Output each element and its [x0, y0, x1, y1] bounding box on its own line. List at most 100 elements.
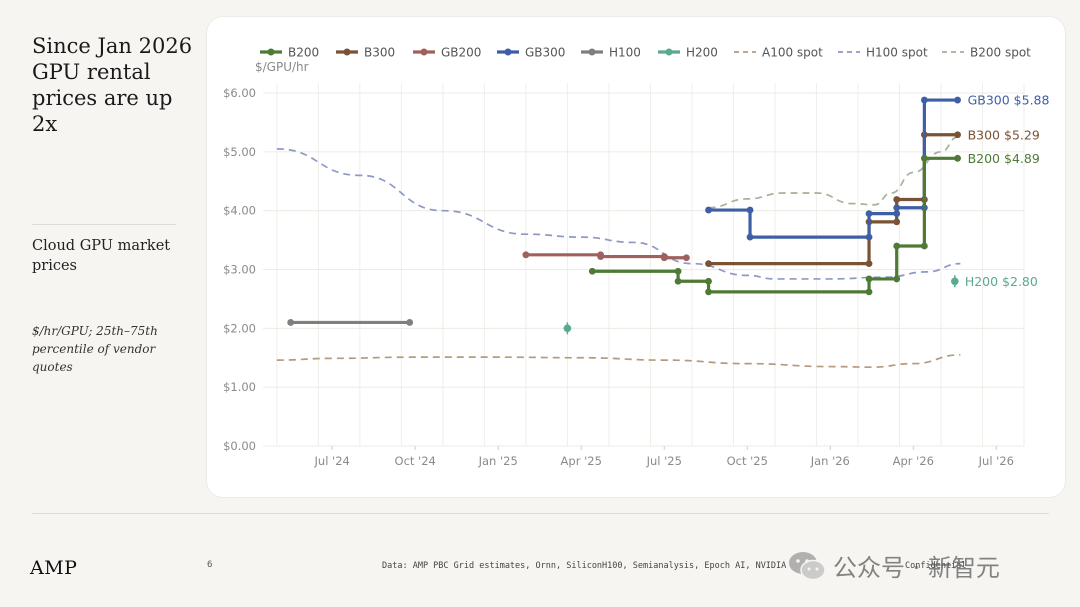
- x-tick-label: Jan '26: [810, 454, 850, 468]
- x-tick-label: Oct '25: [727, 454, 768, 468]
- end-label-h200: H200 $2.80: [965, 274, 1038, 289]
- data-source: Data: AMP PBC Grid estimates, Ornn, Sili…: [382, 561, 787, 571]
- y-tick-label: $6.00: [223, 86, 256, 100]
- series-line-a100-spot: [276, 353, 961, 369]
- data-point-gb300: [893, 204, 901, 212]
- data-point-gb300: [865, 210, 873, 218]
- series-line-gb200: [525, 253, 687, 260]
- legend-label: B200 spot: [970, 46, 1031, 60]
- end-label-b200: B200 $4.89: [968, 151, 1040, 166]
- y-tick-label: $0.00: [223, 439, 256, 453]
- legend-label: A100 spot: [762, 46, 823, 60]
- legend-label: H200: [686, 46, 718, 60]
- data-point-b300: [893, 218, 901, 226]
- y-tick-label: $4.00: [223, 204, 256, 218]
- data-point-gb200: [522, 251, 530, 259]
- x-tick-label: Jan '25: [478, 454, 518, 468]
- legend-item-h100: H100: [581, 46, 641, 60]
- watermark-text: 公众号 · 新智元: [833, 554, 1000, 582]
- data-point-b300: [705, 260, 712, 268]
- data-point-gb300: [746, 206, 754, 214]
- legend-label: GB300: [525, 46, 565, 60]
- legend-item-b200: B200: [260, 46, 319, 60]
- watermark: 公众号 · 新智元: [787, 548, 1000, 583]
- data-point-b200: [893, 242, 901, 250]
- legend-label: GB200: [441, 46, 481, 60]
- series-h200: [563, 275, 959, 335]
- data-point-gb200: [682, 254, 690, 262]
- series-layer: [276, 96, 961, 369]
- data-point-gb300: [954, 96, 961, 104]
- data-point-gb200: [660, 254, 668, 262]
- legend-label: B300: [364, 46, 395, 60]
- series-line-b200-spot: [708, 136, 958, 209]
- series-a100-spot: [276, 353, 961, 369]
- x-tick-label: Jul '24: [314, 454, 350, 468]
- page-number: 6: [207, 560, 213, 570]
- headline: Since Jan 2026 GPU rental prices are up …: [32, 34, 193, 136]
- data-point-h200: [563, 324, 572, 333]
- x-tick-label: Apr '25: [561, 454, 602, 468]
- y-axis: $0.00 $1.00 $2.00 $3.00 $4.00 $5.00 $6.00: [223, 86, 256, 453]
- series-h100: [287, 319, 414, 326]
- data-point-b200: [920, 154, 928, 162]
- y-tick-label: $1.00: [223, 380, 256, 394]
- data-point-b200: [705, 288, 712, 296]
- wechat-icon: [787, 550, 827, 582]
- data-point-h100: [406, 319, 414, 326]
- data-point-b200: [588, 267, 596, 275]
- x-tick-label: Oct '24: [395, 454, 436, 468]
- x-axis: Jul '24 Oct '24 Jan '25 Apr '25 Jul '25 Oct '…: [314, 446, 1014, 468]
- data-point-gb300: [865, 233, 873, 241]
- series-gb200: [522, 251, 690, 262]
- data-point-gb200: [597, 253, 605, 260]
- legend-marker: [504, 48, 512, 56]
- legend-label: B200: [288, 46, 319, 60]
- data-point-b300: [954, 131, 961, 139]
- legend-item-h200: H200: [658, 46, 718, 60]
- data-point-b200: [865, 275, 873, 283]
- data-point-b200: [705, 277, 712, 285]
- series-line-gb300: [708, 98, 958, 239]
- series-b200-spot: [708, 136, 958, 209]
- amp-logo: AMP: [30, 557, 78, 579]
- data-point-gb300: [746, 233, 754, 241]
- grid: [263, 83, 1025, 447]
- data-point-b300: [865, 260, 873, 268]
- legend-marker: [665, 48, 673, 56]
- chart-legend: B200 B300 GB200 GB300 H100 H200 A100 spot H100 …: [260, 46, 1031, 60]
- series-b200: [588, 154, 961, 296]
- data-point-gb300: [920, 96, 928, 104]
- data-point-h200: [951, 277, 959, 286]
- legend-item-a100-spot: A100 spot: [734, 46, 823, 60]
- legend-item-gb300: GB300: [497, 46, 565, 60]
- y-tick-label: $2.00: [223, 321, 256, 335]
- confidential-label: Confidential: [905, 561, 967, 571]
- data-point-gb300: [705, 206, 712, 214]
- legend-marker: [588, 48, 596, 56]
- data-point-gb300: [893, 210, 901, 218]
- y-tick-label: $5.00: [223, 145, 256, 159]
- x-tick-label: Jul '25: [646, 454, 682, 468]
- data-point-b200: [674, 267, 682, 275]
- units-note: $/hr/GPU; 25th–75th percentile of vendor…: [32, 324, 158, 374]
- legend-marker: [343, 48, 351, 56]
- legend-marker: [420, 48, 428, 56]
- data-point-b200: [954, 154, 961, 162]
- data-point-h100: [287, 319, 295, 326]
- data-point-b200: [893, 275, 901, 283]
- legend-item-gb200: GB200: [413, 46, 481, 60]
- x-tick-label: Apr '26: [893, 454, 934, 468]
- legend-item-h100-spot: H100 spot: [838, 46, 928, 60]
- legend-label: H100: [609, 46, 641, 60]
- data-point-b300: [893, 196, 901, 203]
- legend-label: H100 spot: [866, 46, 928, 60]
- data-point-b200: [920, 242, 928, 250]
- legend-item-b300: B300: [336, 46, 395, 60]
- legend-marker: [267, 48, 275, 56]
- x-tick-label: Jul '26: [978, 454, 1014, 468]
- end-label-b300: B300 $5.29: [968, 127, 1040, 142]
- data-point-b200: [865, 288, 873, 296]
- footer-divider: [32, 513, 1049, 514]
